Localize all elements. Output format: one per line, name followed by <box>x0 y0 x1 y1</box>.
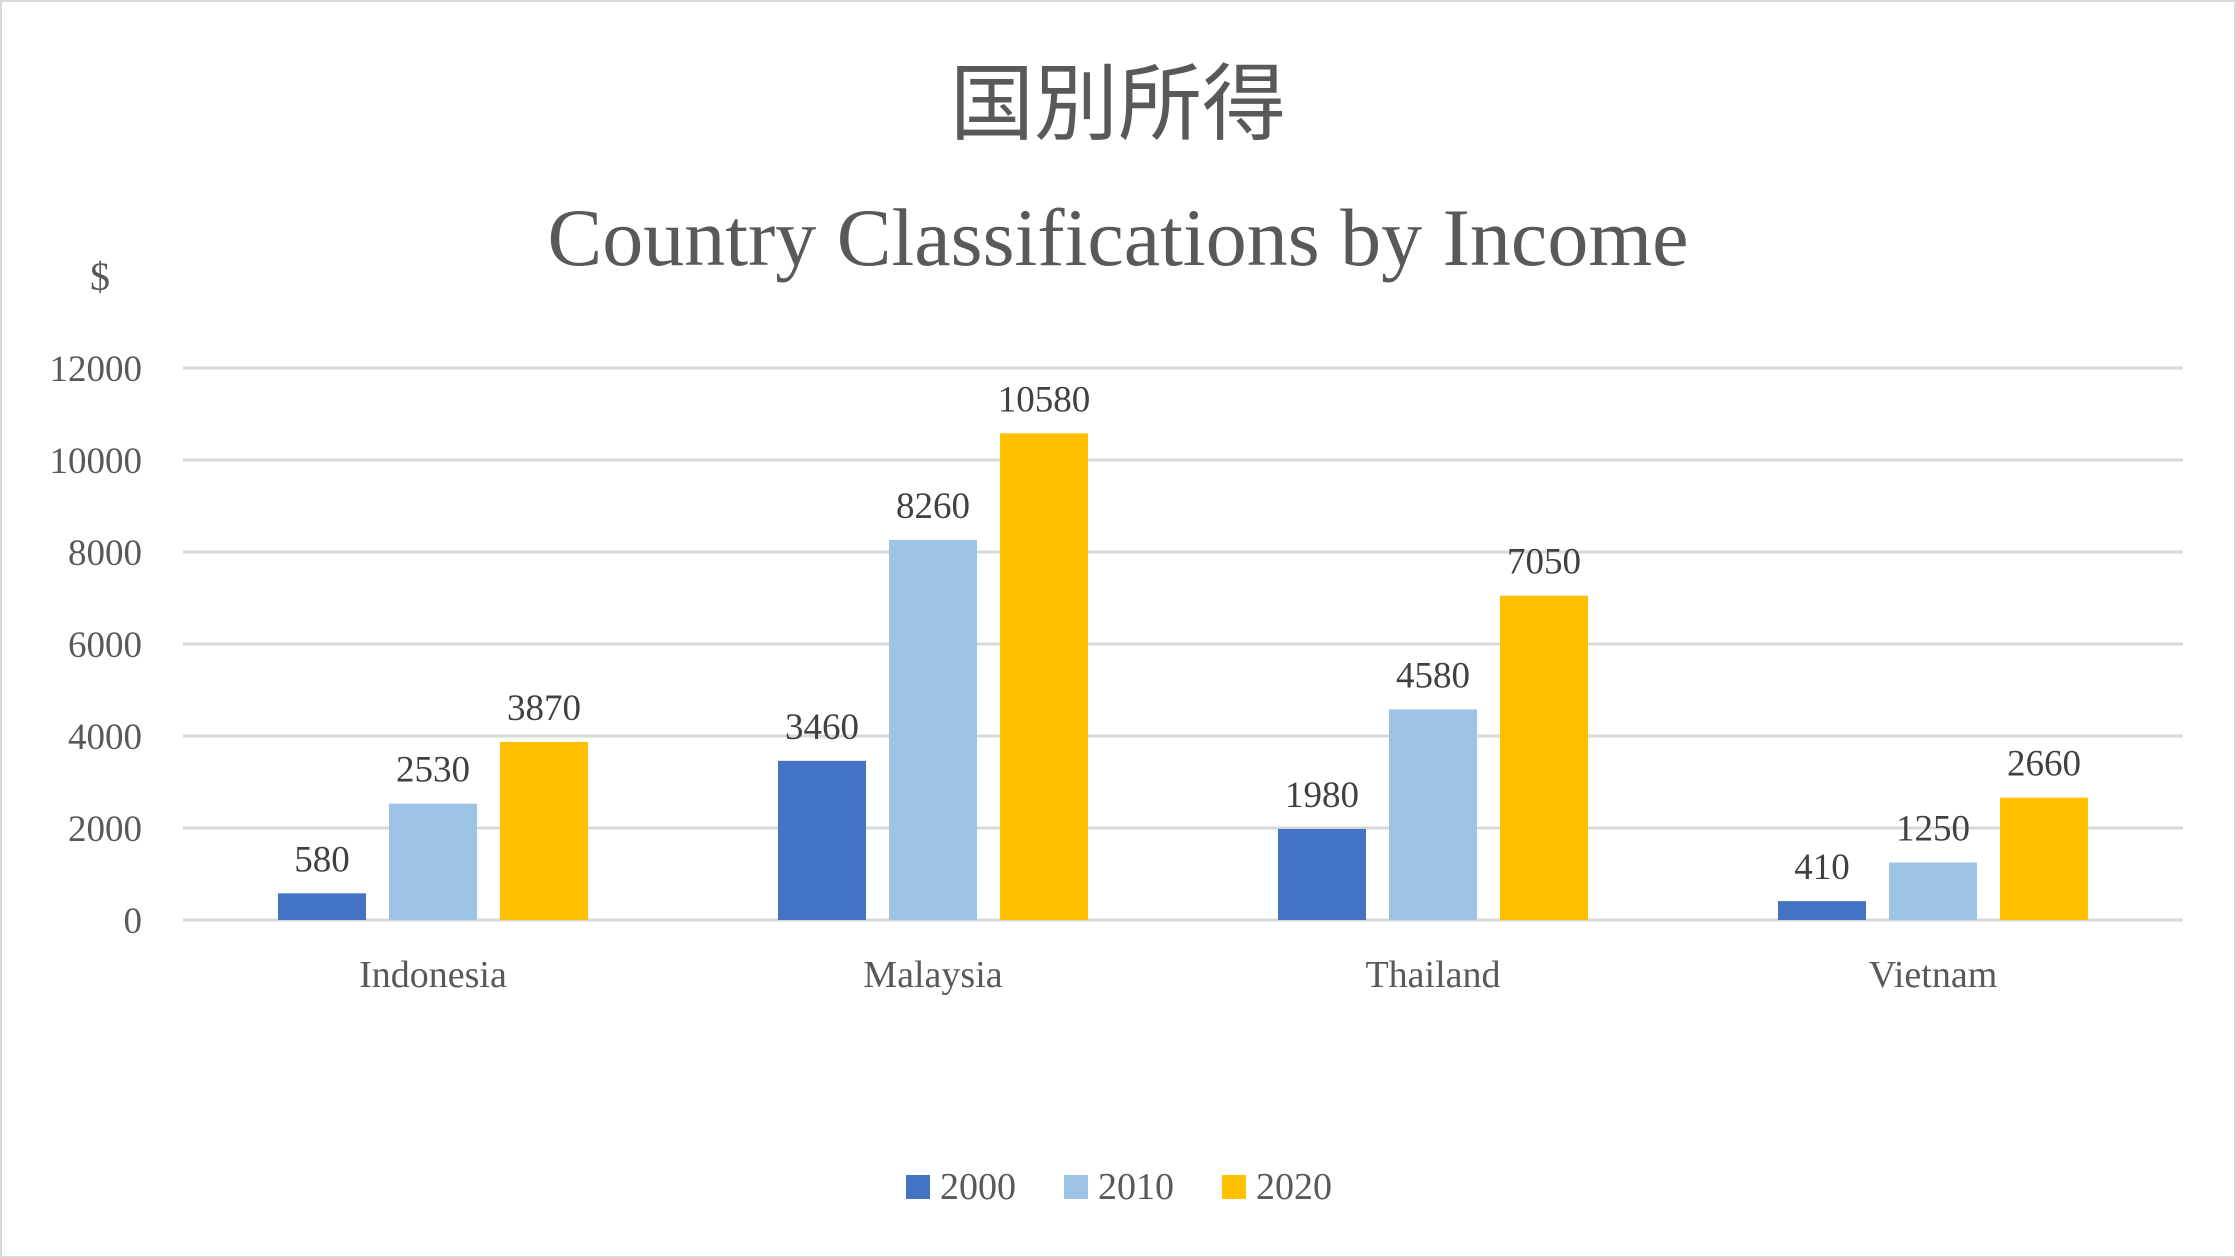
bar-2010-thailand <box>1389 709 1477 920</box>
data-label: 4580 <box>1396 655 1470 696</box>
chart-title: 国別所得 <box>950 59 1286 152</box>
bar-2000-malaysia <box>778 760 866 920</box>
data-label: 2660 <box>2007 744 2081 785</box>
legend-label: 2000 <box>940 1166 1016 1208</box>
y-tick-label: 10000 <box>50 441 143 482</box>
legend-label: 2010 <box>1098 1166 1174 1208</box>
legend-swatch <box>1064 1175 1088 1199</box>
legend-swatch <box>1222 1175 1246 1199</box>
x-axis-labels: Indonesia Malaysia Thailand Vietnam <box>359 954 1997 996</box>
data-label: 7050 <box>1507 542 1581 583</box>
legend-label: 2020 <box>1256 1166 1332 1208</box>
y-tick-label: 6000 <box>68 625 142 666</box>
y-tick-label: 12000 <box>50 349 143 390</box>
data-label: 8260 <box>896 486 970 527</box>
bar-2020-indonesia <box>500 741 588 920</box>
x-tick-label: Vietnam <box>1869 954 1998 996</box>
bar-2010-indonesia <box>389 803 477 920</box>
y-tick-label: 8000 <box>68 533 142 574</box>
data-label: 1250 <box>1896 809 1970 850</box>
data-label: 3870 <box>507 688 581 729</box>
bar-2020-malaysia <box>1000 433 1088 920</box>
data-label: 1980 <box>1285 775 1359 816</box>
y-axis-label: $ <box>90 254 110 299</box>
bar-2020-vietnam <box>2000 797 2088 920</box>
bar-2000-thailand <box>1278 828 1366 920</box>
chart-subtitle: Country Classifications by Income <box>548 192 1689 283</box>
bar-2020-thailand <box>1500 595 1588 920</box>
x-tick-label: Thailand <box>1365 954 1500 996</box>
data-label: 410 <box>1794 847 1850 888</box>
data-label: 10580 <box>998 379 1091 420</box>
x-tick-label: Malaysia <box>863 954 1002 996</box>
y-tick-label: 2000 <box>68 809 142 850</box>
legend-swatch <box>906 1175 930 1199</box>
legend: 2000 2010 2020 <box>906 1166 1332 1208</box>
data-label: 580 <box>294 839 350 880</box>
y-tick-label: 0 <box>124 901 143 942</box>
data-label: 2530 <box>396 750 470 791</box>
data-label: 3460 <box>785 707 859 748</box>
bars: 580 2530 3870 3460 8260 10580 1980 4580 7050 410 1… <box>278 379 2088 920</box>
bar-2010-vietnam <box>1889 862 1977 920</box>
bar-2010-malaysia <box>889 540 977 920</box>
x-tick-label: Indonesia <box>359 954 507 996</box>
bar-2000-indonesia <box>278 893 366 920</box>
bar-2000-vietnam <box>1778 901 1866 920</box>
y-tick-label: 4000 <box>68 717 142 758</box>
y-axis-ticks: 0 2000 4000 6000 8000 10000 12000 <box>50 349 143 942</box>
